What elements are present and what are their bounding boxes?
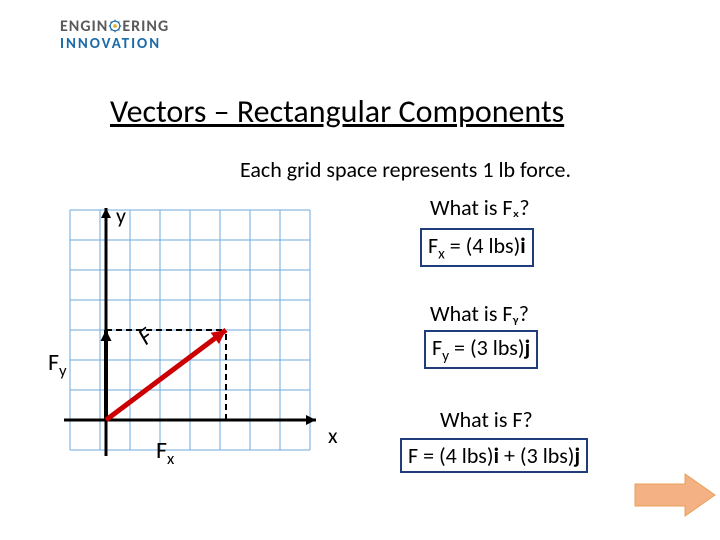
vector-grid: y x Fy Fx F: [40, 200, 340, 500]
fy-label: Fy: [48, 348, 67, 381]
logo-text-b: ERING: [122, 17, 169, 36]
a1: Fx = (4 lbs)i: [420, 228, 534, 267]
logo: ENGIN ERING INNOVATION: [60, 18, 169, 52]
a3: F = (4 lbs)i + (3 lbs)j: [400, 438, 588, 473]
page-title: Vectors – Rectangular Components: [110, 92, 564, 131]
x-axis-label: x: [328, 422, 338, 449]
next-arrow-icon[interactable]: [630, 470, 720, 520]
y-axis-label: y: [116, 202, 126, 229]
grid-svg: [40, 200, 340, 480]
logo-text-a: ENGIN: [60, 17, 108, 36]
fx-label: Fx: [156, 436, 174, 469]
gear-icon: [108, 19, 122, 33]
q3: What is F?: [440, 406, 533, 433]
subtitle: Each grid space represents 1 lb force.: [240, 156, 571, 183]
q2: What is Fᵧ?: [430, 300, 529, 327]
logo-line2: INNOVATION: [60, 36, 169, 53]
a2: Fy = (3 lbs)j: [424, 330, 538, 369]
q1: What is Fₓ?: [430, 194, 530, 221]
